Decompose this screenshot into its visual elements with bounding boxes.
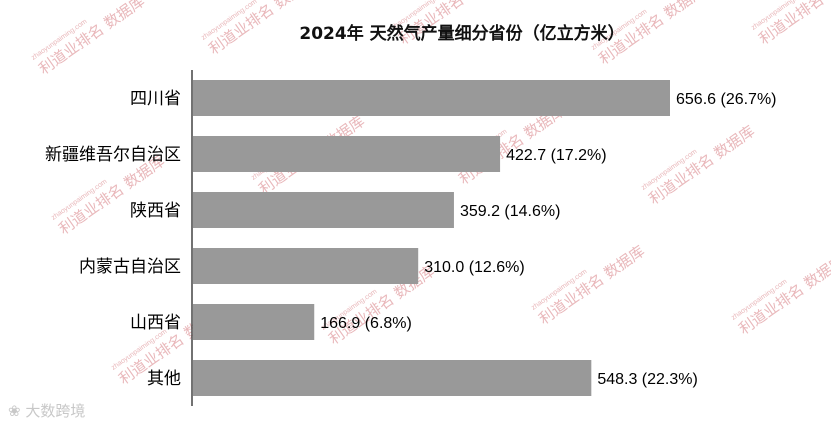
bar-4 bbox=[193, 304, 315, 340]
logo-icon: ❀ bbox=[8, 402, 21, 420]
category-label-0: 四川省 bbox=[130, 89, 181, 109]
category-label-2: 陕西省 bbox=[130, 201, 181, 221]
svg-text:利道业排名 数据库: 利道业排名 数据库 bbox=[645, 122, 758, 208]
data-label-5: 548.3 (22.3%) bbox=[597, 371, 698, 388]
data-label-1: 422.7 (17.2%) bbox=[506, 147, 607, 164]
bar-group: 四川省 656.6 (26.7%) 新疆维吾尔自治区 422.7 (17.2%) 陕西省… bbox=[45, 80, 777, 396]
corner-logo: ❀ 大数跨境 bbox=[8, 400, 85, 421]
svg-text:利道业排名 数据库: 利道业排名 数据库 bbox=[535, 242, 648, 328]
category-label-4: 山西省 bbox=[130, 313, 181, 333]
category-label-1: 新疆维吾尔自治区 bbox=[45, 145, 181, 165]
data-label-4: 166.9 (6.8%) bbox=[320, 315, 412, 332]
svg-text:利道业排名 数据库: 利道业排名 数据库 bbox=[735, 252, 831, 338]
data-label-0: 656.6 (26.7%) bbox=[676, 91, 777, 108]
svg-text:利道业排名 数据库: 利道业排名 数据库 bbox=[35, 0, 148, 78]
svg-text:利道业排名 数据库: 利道业排名 数据库 bbox=[755, 0, 831, 48]
corner-logo-text: 大数跨境 bbox=[25, 402, 86, 420]
category-label-5: 其他 bbox=[147, 369, 181, 389]
data-label-2: 359.2 (14.6%) bbox=[460, 203, 561, 220]
category-label-3: 内蒙古自治区 bbox=[79, 257, 181, 277]
bar-0 bbox=[193, 80, 670, 116]
data-label-3: 310.0 (12.6%) bbox=[424, 259, 525, 276]
bar-3 bbox=[193, 248, 419, 284]
bar-5 bbox=[193, 360, 592, 396]
chart-title: 2024年 天然气产量细分省份（亿立方米） bbox=[299, 23, 624, 44]
bar-2 bbox=[193, 192, 454, 228]
bar-1 bbox=[193, 136, 501, 172]
